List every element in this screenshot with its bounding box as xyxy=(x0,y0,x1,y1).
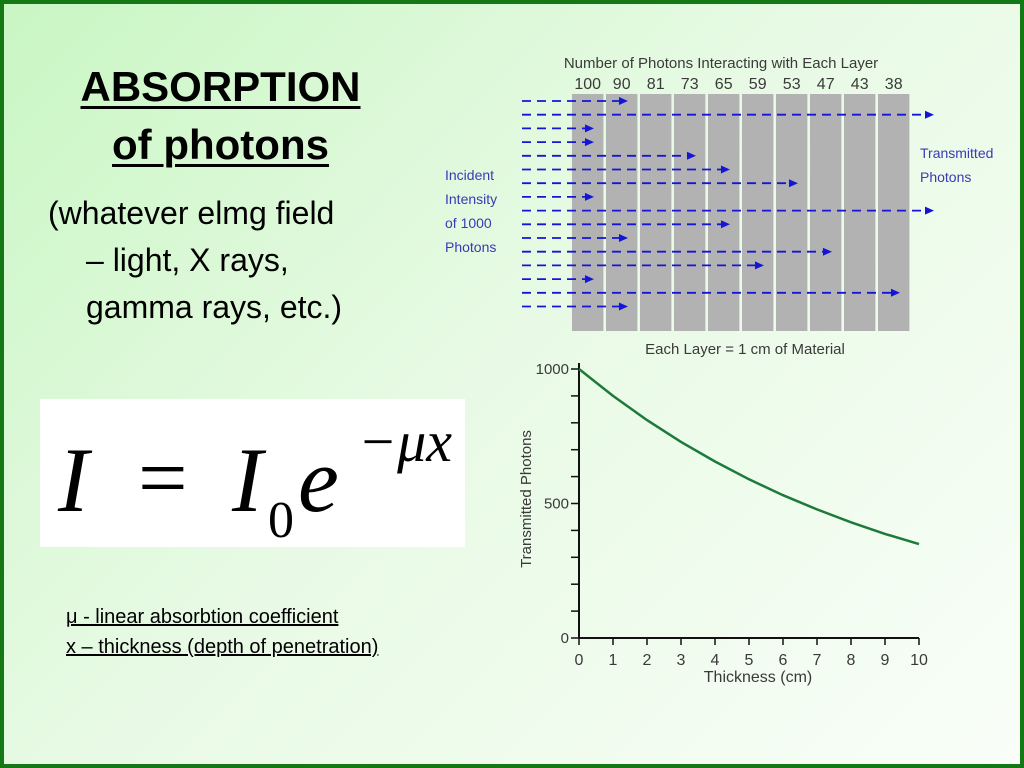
layer-count: 90 xyxy=(613,76,631,93)
material-layer-8 xyxy=(810,94,842,331)
x-tick-label: 0 xyxy=(575,652,584,669)
material-layer-5 xyxy=(708,94,740,331)
layer-count: 59 xyxy=(749,76,767,93)
arrowhead-icon xyxy=(618,302,628,311)
y-tick-label: 0 xyxy=(561,630,569,647)
incident-label: Incident Intensity of 1000 Photons xyxy=(445,167,497,255)
incident-label-line-4: Photons xyxy=(445,239,496,255)
x-tick-label: 6 xyxy=(779,652,788,669)
x-tick-label: 7 xyxy=(813,652,822,669)
arrowhead-icon xyxy=(788,179,798,188)
arrowhead-icon xyxy=(686,151,696,160)
formula: I = I 0 e −μx xyxy=(57,409,452,547)
formula-base: I xyxy=(231,429,267,531)
description-line-1: (whatever elmg field xyxy=(48,195,335,231)
arrowhead-icon xyxy=(584,275,594,284)
y-tick-label: 1000 xyxy=(536,361,569,378)
formula-equals: = xyxy=(138,430,188,527)
layer-count: 65 xyxy=(715,76,733,93)
notes: μ - linear absorbtion coefficient x – th… xyxy=(66,602,378,662)
layers xyxy=(572,94,910,331)
transmitted-label: Transmitted Photons xyxy=(920,145,993,185)
title-line-1: ABSORPTION xyxy=(80,63,361,110)
x-tick-label: 5 xyxy=(745,652,754,669)
formula-exp-base: e xyxy=(298,429,339,531)
y-tick-labels: 0 500 1000 xyxy=(536,361,569,647)
x-tick-label: 9 xyxy=(881,652,890,669)
x-tick-label: 2 xyxy=(643,652,652,669)
layer-diagram: Number of Photons Interacting with Each … xyxy=(445,55,993,358)
photon-arrows xyxy=(522,97,934,311)
slide-title: ABSORPTION of photons xyxy=(48,58,393,174)
transmitted-label-line-1: Transmitted xyxy=(920,145,993,161)
formula-subscript: 0 xyxy=(268,492,294,547)
layer-count: 43 xyxy=(851,76,869,93)
arrowhead-icon xyxy=(584,138,594,147)
incident-label-line-2: Intensity xyxy=(445,191,497,207)
chart-axes xyxy=(571,363,920,645)
transmission-curve xyxy=(578,368,920,546)
arrowhead-icon xyxy=(925,110,934,119)
x-tick-label: 3 xyxy=(677,652,686,669)
note-mu: μ - linear absorbtion coefficient xyxy=(66,606,339,628)
y-axis-label: Transmitted Photons xyxy=(518,430,535,568)
diagram-footer: Each Layer = 1 cm of Material xyxy=(645,341,845,358)
incident-label-line-1: Incident xyxy=(445,167,494,183)
formula-exponent: −μx xyxy=(358,409,452,474)
layer-count: 81 xyxy=(647,76,665,93)
y-tick-label: 500 xyxy=(544,496,569,513)
transmitted-label-line-2: Photons xyxy=(920,169,971,185)
layer-count: 38 xyxy=(885,76,903,93)
layer-count: 53 xyxy=(783,76,801,93)
material-layer-4 xyxy=(674,94,706,331)
layer-count: 73 xyxy=(681,76,699,93)
arrowhead-icon xyxy=(720,165,730,174)
material-layer-7 xyxy=(776,94,808,331)
diagram-heading: Number of Photons Interacting with Each … xyxy=(564,55,878,72)
layer-counts: 100 90 81 73 65 59 53 47 43 38 xyxy=(574,76,902,93)
x-axis-label: Thickness (cm) xyxy=(704,669,812,686)
arrowhead-icon xyxy=(822,247,832,256)
x-tick-label: 1 xyxy=(609,652,618,669)
arrowhead-icon xyxy=(618,97,628,105)
arrowhead-icon xyxy=(584,124,594,133)
arrowhead-icon xyxy=(754,261,764,270)
x-tick-labels: 0 1 2 3 4 5 6 7 8 9 10 xyxy=(575,652,928,669)
arrowhead-icon xyxy=(720,220,730,229)
formula-lhs: I xyxy=(57,429,93,531)
material-layer-6 xyxy=(742,94,774,331)
description-line-3: gamma rays, etc.) xyxy=(86,289,343,325)
formula-box: I = I 0 e −μx xyxy=(40,399,465,547)
arrowhead-icon xyxy=(584,192,594,201)
x-tick-label: 8 xyxy=(847,652,856,669)
transmission-chart: 0 1 2 3 4 5 6 7 8 9 10 0 500 1000 Thickness (cm) Tra… xyxy=(518,361,928,686)
layer-count: 47 xyxy=(817,76,835,93)
material-layer-9 xyxy=(844,94,876,331)
material-layer-1 xyxy=(572,94,604,331)
title-line-2: of photons xyxy=(112,121,329,168)
material-layer-2 xyxy=(606,94,638,331)
material-layer-3 xyxy=(640,94,672,331)
arrowhead-icon xyxy=(618,234,628,242)
incident-label-line-3: of 1000 xyxy=(445,215,492,231)
description-line-2: – light, X rays, xyxy=(86,242,289,278)
note-x: x – thickness (depth of penetration) xyxy=(66,636,379,658)
description: (whatever elmg field – light, X rays, ga… xyxy=(48,190,428,331)
arrowhead-icon xyxy=(890,288,900,297)
layer-count: 100 xyxy=(574,76,601,93)
x-tick-label: 4 xyxy=(711,652,720,669)
x-tick-label: 10 xyxy=(910,652,928,669)
arrowhead-icon xyxy=(925,206,934,215)
